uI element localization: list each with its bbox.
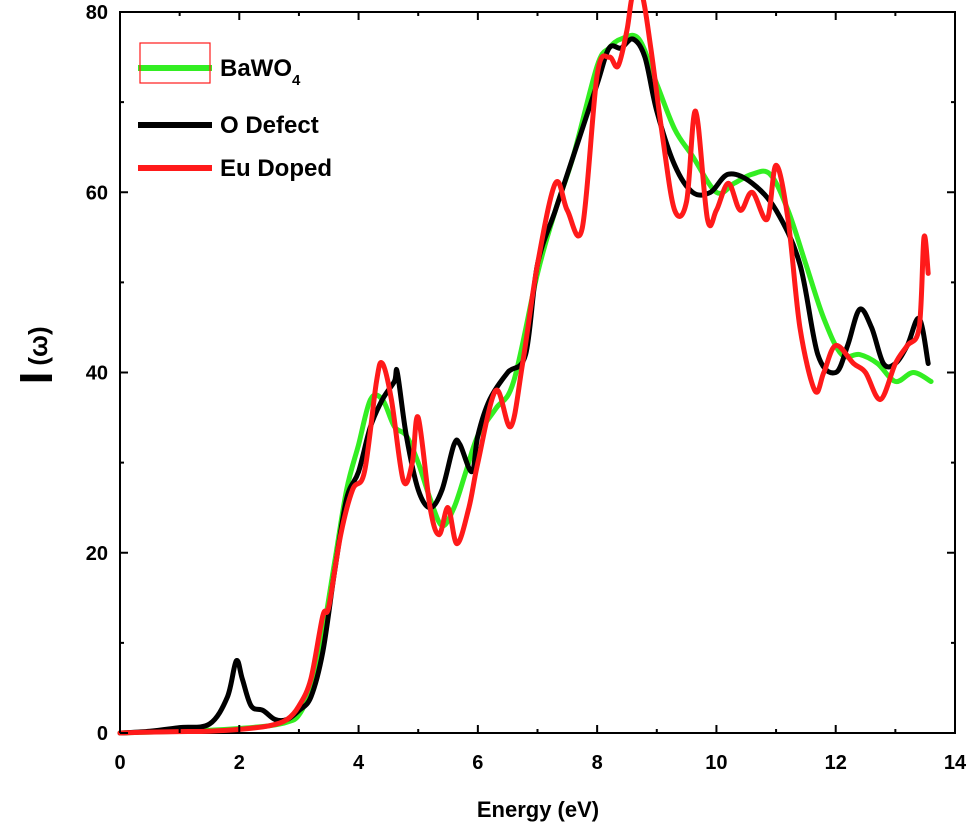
legend-label: Eu Doped xyxy=(220,155,332,182)
x-tick-label: 12 xyxy=(825,752,847,774)
legend-entry-o-defect: O Defect xyxy=(138,112,319,139)
x-tick-label: 14 xyxy=(944,752,967,774)
series-line-eu-doped xyxy=(117,0,931,736)
legend-swatch-outline xyxy=(139,42,211,84)
legend-label: O Defect xyxy=(220,112,319,139)
x-axis-label: Energy (eV) xyxy=(477,797,599,822)
y-tick-label: 60 xyxy=(86,182,108,204)
x-tick-label: 2 xyxy=(234,752,245,774)
legend-label: BaWO4 xyxy=(220,55,301,89)
x-tick-label: 10 xyxy=(705,752,727,774)
y-tick-label: 80 xyxy=(86,2,108,24)
x-tick-label: 0 xyxy=(114,752,125,774)
y-tick-label: 0 xyxy=(97,723,108,745)
series-line-bawo4 xyxy=(117,32,934,736)
y-axis-label-sub: (ω) xyxy=(23,326,53,365)
y-axis-label: I (ω) xyxy=(10,326,62,384)
y-axis-label-main: I xyxy=(10,372,62,385)
x-tick-label: 8 xyxy=(592,752,603,774)
x-tick-label: 6 xyxy=(472,752,483,774)
legend-entry-eu-doped: Eu Doped xyxy=(138,155,332,182)
series-line-o-defect xyxy=(117,36,931,736)
legend: BaWO4 O Defect Eu Doped xyxy=(138,42,332,182)
y-tick-label: 20 xyxy=(86,543,108,565)
series-layer xyxy=(117,0,934,736)
x-tick-label: 4 xyxy=(353,752,365,774)
legend-swatch-spacer xyxy=(140,148,210,178)
y-tick-label: 40 xyxy=(86,363,108,385)
